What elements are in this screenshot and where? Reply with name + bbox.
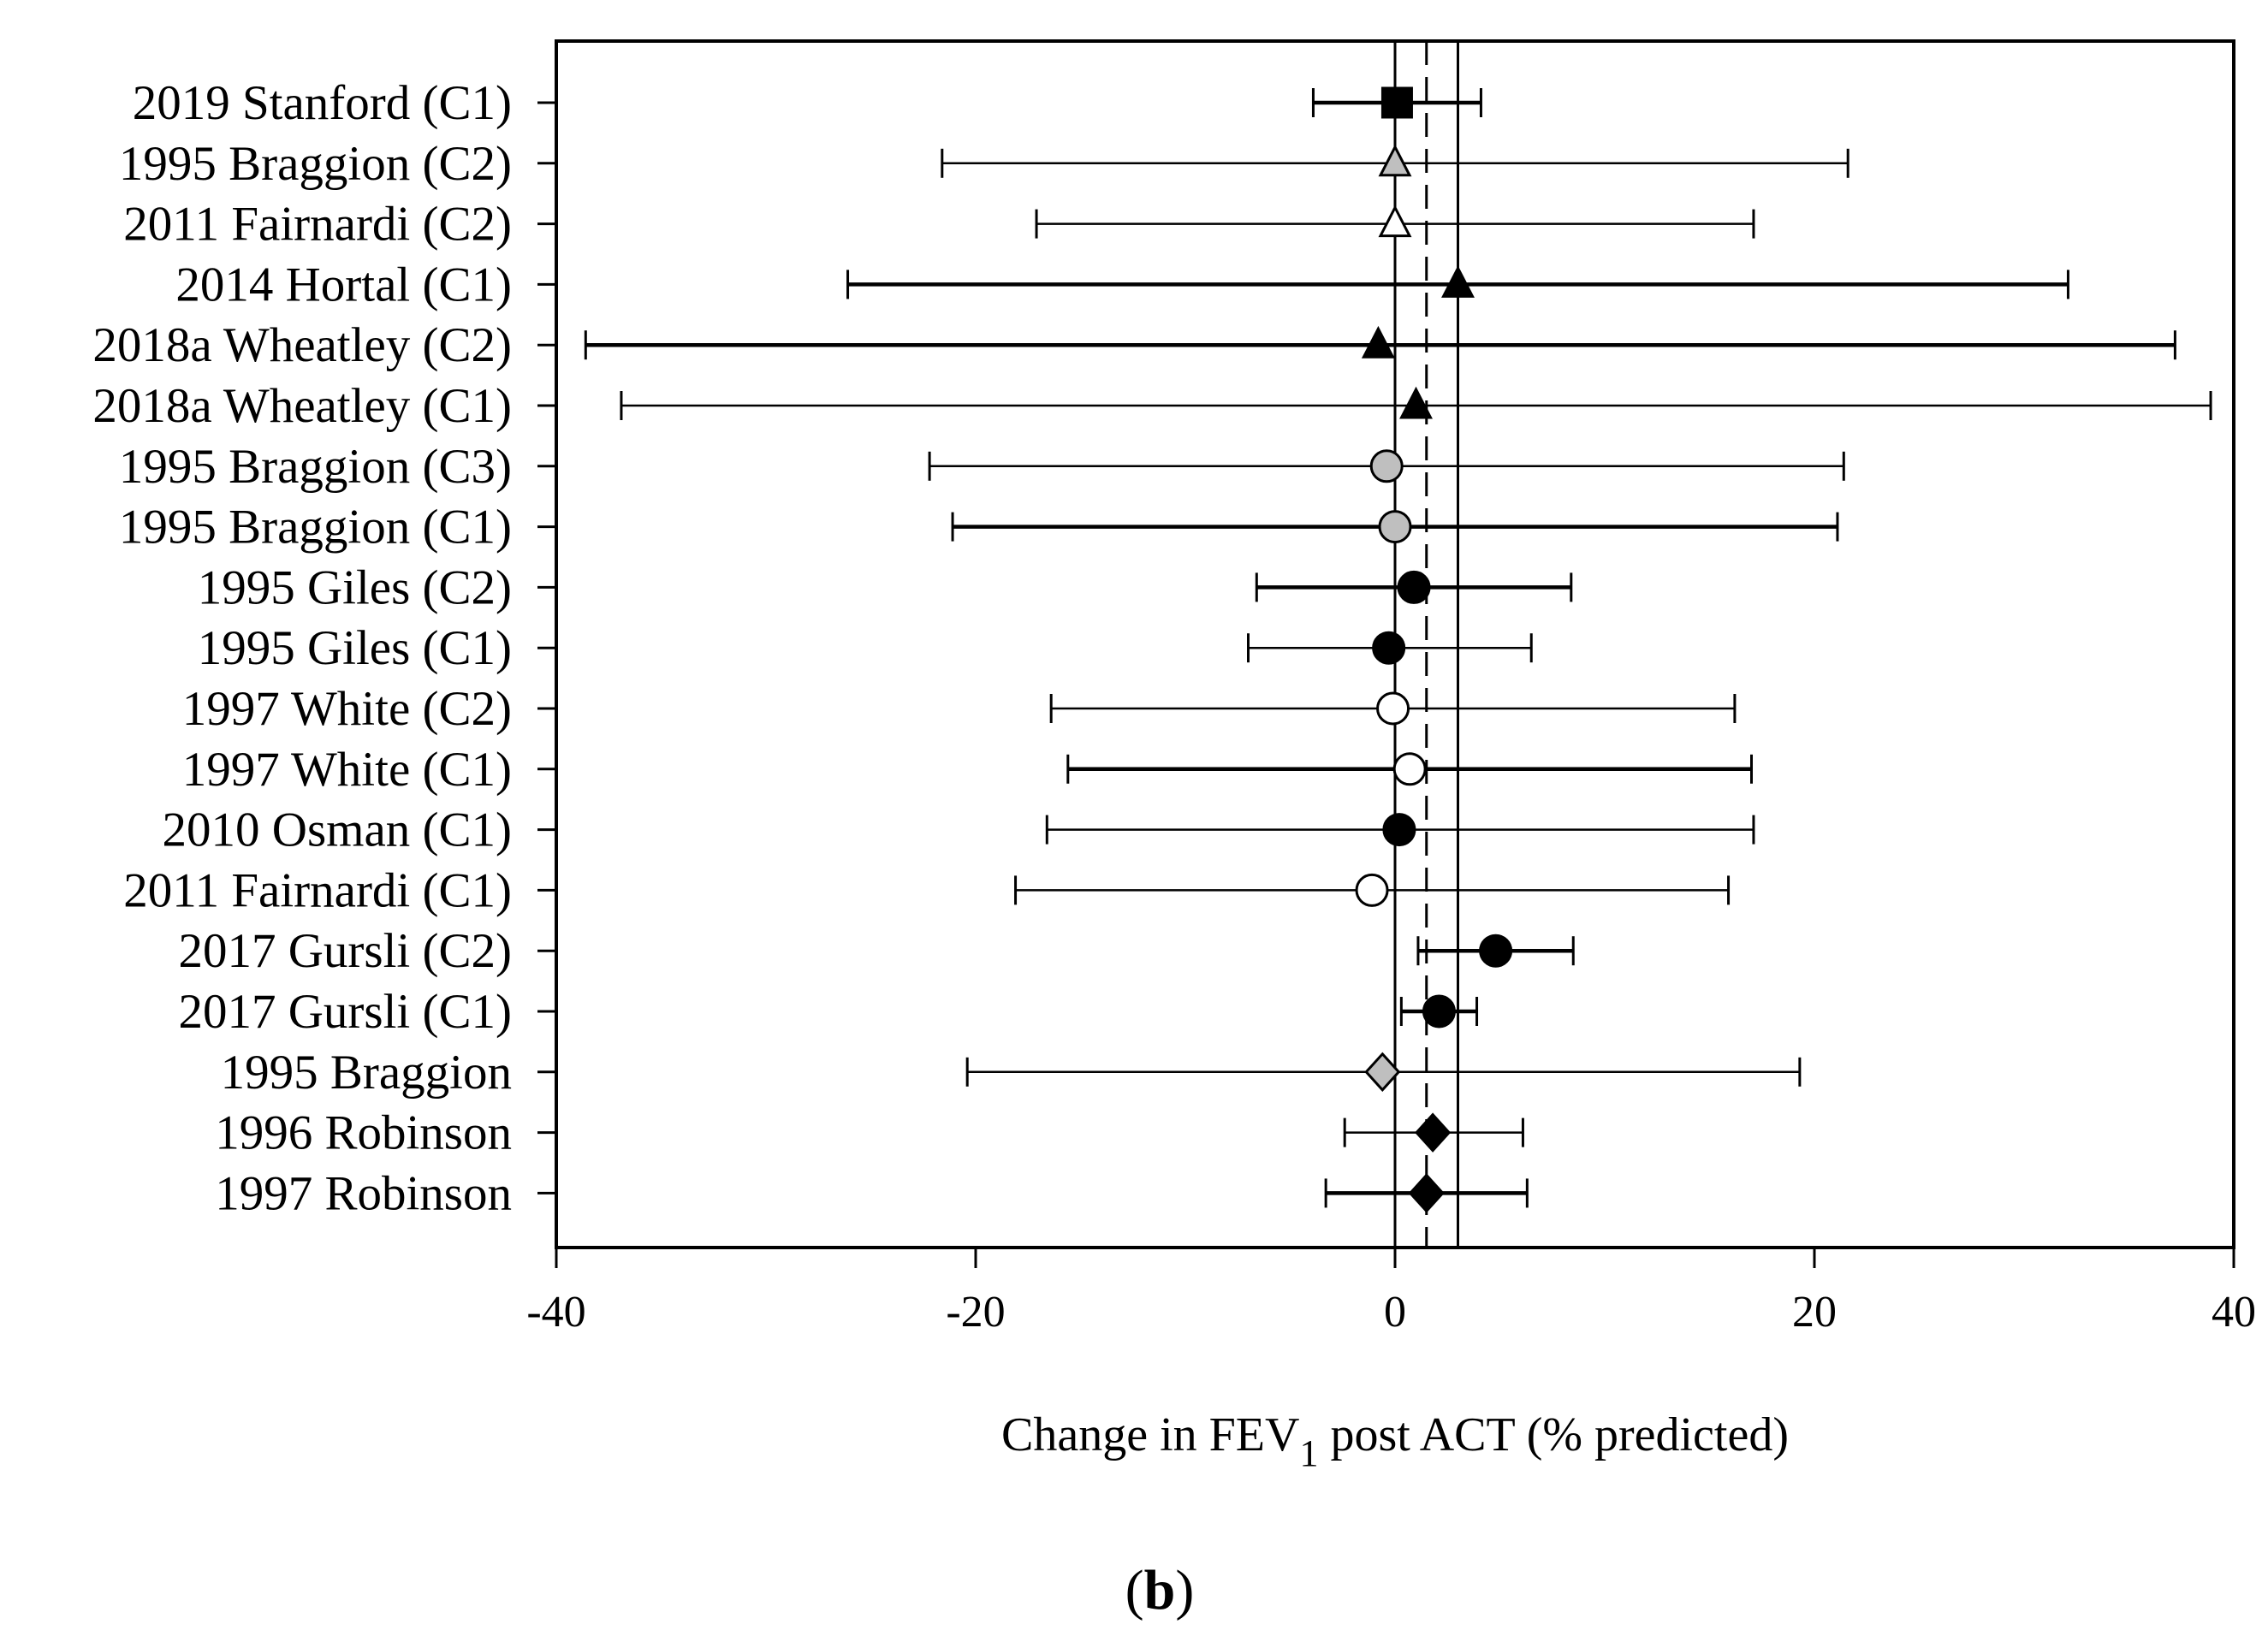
study-row: 2018a Wheatley (C1) xyxy=(92,379,2212,433)
study-row: 2011 Fairnardi (C1) xyxy=(123,863,1731,917)
study-row: 1995 Giles (C2) xyxy=(198,560,1573,614)
study-label: 1995 Braggion xyxy=(221,1046,512,1100)
point-marker xyxy=(1397,570,1431,604)
study-label: 1995 Braggion (C2) xyxy=(119,137,512,191)
point-marker xyxy=(1369,449,1404,483)
study-label: 1997 Robinson xyxy=(215,1166,512,1220)
study-label: 1995 Giles (C1) xyxy=(198,621,512,675)
study-row: 2017 Gursli (C1) xyxy=(179,985,1479,1039)
x-axis-title: Change in FEV1 post ACT (% predicted) xyxy=(1001,1408,1789,1474)
study-label: 1997 White (C1) xyxy=(182,743,512,797)
study-label: 1995 Giles (C2) xyxy=(198,560,512,614)
x-axis: -40 -20 0 20 40 xyxy=(526,1248,2256,1337)
study-label: 2011 Fairnardi (C2) xyxy=(123,198,512,252)
point-marker xyxy=(1380,86,1413,119)
study-row: 1995 Giles (C1) xyxy=(198,621,1533,675)
study-label: 1995 Braggion (C3) xyxy=(119,440,512,494)
study-label: 2010 Osman (C1) xyxy=(163,803,512,857)
point-marker xyxy=(1382,813,1416,847)
study-label: 2014 Hortal (C1) xyxy=(175,258,512,311)
point-marker xyxy=(1392,752,1427,786)
x-tick-label: 20 xyxy=(1792,1288,1837,1337)
study-row: 1996 Robinson xyxy=(215,1106,1524,1160)
study-label: 2018a Wheatley (C2) xyxy=(92,318,512,372)
study-row: 1997 White (C1) xyxy=(182,743,1753,797)
point-marker xyxy=(1479,934,1513,968)
study-row: 2014 Hortal (C1) xyxy=(175,258,2069,311)
study-row: 1995 Braggion (C2) xyxy=(119,137,1849,191)
study-row: 2017 Gursli (C2) xyxy=(179,924,1575,978)
study-row: 2018a Wheatley (C2) xyxy=(92,318,2176,372)
study-row: 1995 Braggion (C1) xyxy=(119,501,1839,554)
study-label: 2019 Stanford (C1) xyxy=(133,76,512,130)
point-marker xyxy=(1364,1052,1401,1093)
x-tick-label: 40 xyxy=(2212,1288,2256,1337)
study-label: 1997 White (C2) xyxy=(182,682,512,736)
x-tick-label: -40 xyxy=(526,1288,585,1337)
study-row: 2010 Osman (C1) xyxy=(163,803,1755,857)
study-row: 1995 Braggion xyxy=(221,1046,1802,1100)
point-marker xyxy=(1378,205,1412,238)
point-marker xyxy=(1361,325,1395,359)
study-label: 1995 Braggion (C1) xyxy=(119,501,512,554)
x-tick-label: -20 xyxy=(946,1288,1005,1337)
point-marker xyxy=(1399,386,1433,419)
study-label: 1996 Robinson xyxy=(215,1106,512,1160)
point-marker xyxy=(1355,873,1389,907)
study-row: 2019 Stanford (C1) xyxy=(133,76,1482,130)
point-marker xyxy=(1415,1112,1452,1153)
study-rows: 2019 Stanford (C1) 1995 Braggion (C2) 2011… xyxy=(92,76,2212,1220)
point-marker xyxy=(1378,510,1412,544)
study-label: 2011 Fairnardi (C1) xyxy=(123,863,512,917)
study-row: 1995 Braggion (C3) xyxy=(119,440,1845,494)
study-label: 2018a Wheatley (C1) xyxy=(92,379,512,433)
x-tick-label: 0 xyxy=(1384,1288,1406,1337)
point-marker xyxy=(1441,265,1475,298)
panel-label: (b) xyxy=(1125,1559,1195,1621)
study-row: 1997 White (C2) xyxy=(182,682,1737,736)
point-marker xyxy=(1378,144,1412,177)
study-label: 2017 Gursli (C2) xyxy=(179,924,512,978)
point-marker xyxy=(1372,631,1406,665)
point-marker xyxy=(1376,691,1410,726)
study-row: 1997 Robinson xyxy=(215,1166,1529,1220)
point-marker xyxy=(1408,1173,1445,1213)
study-label: 2017 Gursli (C1) xyxy=(179,985,512,1039)
point-marker xyxy=(1422,994,1456,1028)
study-row: 2011 Fairnardi (C2) xyxy=(123,198,1755,252)
